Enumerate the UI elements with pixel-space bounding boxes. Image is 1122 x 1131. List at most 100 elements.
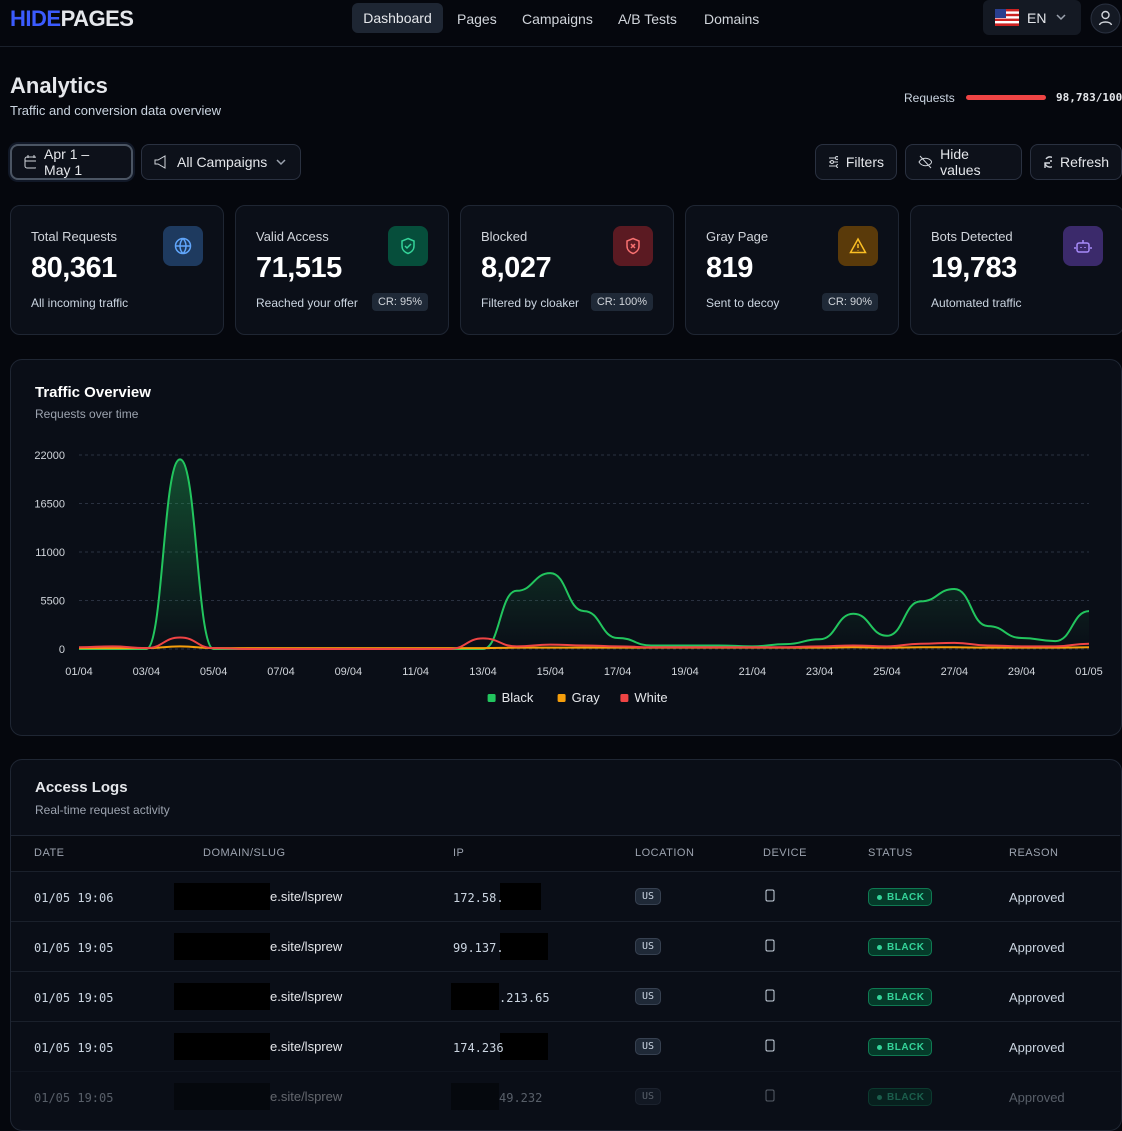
stat-card: Blocked 8,027 Filtered by cloaker CR: 100% (460, 205, 674, 335)
legend-label: White (634, 690, 667, 705)
column-header: LOCATION (635, 847, 695, 859)
stat-icon (163, 226, 203, 266)
icon (765, 939, 775, 952)
x-tick-label: 13/04 (469, 666, 497, 678)
stat-value: 819 (706, 252, 753, 284)
status-dot (877, 894, 882, 900)
x-tick-label: 01/04 (65, 666, 93, 678)
language: EN (1027, 10, 1047, 26)
stat-badge: CR: 100% (590, 293, 653, 311)
x-tick-label: 01/05 (1075, 666, 1103, 678)
x-tick-label: 23/04 (806, 666, 834, 678)
chart-subtitle: Requests over time (35, 407, 139, 421)
column-header: DOMAIN/SLUG (203, 847, 286, 859)
label: Filters (845, 154, 884, 170)
label: Hide values (940, 146, 981, 178)
status-text: BLACK (887, 1091, 925, 1103)
x-tick-label: 27/04 (941, 666, 969, 678)
status-text: BLACK (887, 941, 925, 953)
redaction (174, 983, 270, 1010)
icon (626, 237, 640, 255)
column-header: REASON (1009, 847, 1059, 859)
stat-note: Reached your offer (256, 296, 358, 310)
stat-badge: CR: 90% (821, 293, 878, 311)
stat-badge: CR: 95% (371, 293, 428, 311)
status-badge: BLACK (868, 888, 932, 906)
y-tick-label: 11000 (35, 547, 65, 559)
x-tick-label: 05/04 (200, 666, 228, 678)
x-tick-label: 07/04 (267, 666, 295, 678)
stat-note: Sent to decoy (706, 296, 780, 310)
x-tick-label: 03/04 (133, 666, 161, 678)
nav-item[interactable]: Domains (704, 11, 760, 27)
log-slug: e.site/lsprew (270, 1089, 343, 1104)
stat-value: 71,515 (256, 252, 342, 284)
status-badge: BLACK (868, 988, 932, 1006)
avatar[interactable] (1090, 3, 1121, 34)
stat-label: Valid Access (256, 229, 329, 244)
refresh-button[interactable]: Refresh (1030, 144, 1122, 180)
icon (24, 155, 37, 169)
location-badge: US (635, 888, 662, 905)
log-date: 01/05 19:06 (34, 891, 114, 905)
x-tick-label: 19/04 (671, 666, 699, 678)
legend-label: Black (502, 690, 534, 705)
icon (765, 889, 775, 902)
logo[interactable]: HIDEPAGES (10, 6, 134, 32)
logs-title: Access Logs (35, 779, 128, 796)
usage-label: Requests (904, 91, 955, 105)
chevron (1056, 14, 1066, 21)
nav-item[interactable]: Dashboard (352, 3, 443, 33)
icon (849, 237, 867, 254)
redaction (451, 1083, 499, 1110)
device-icon (765, 989, 775, 1007)
stat-value: 8,027 (481, 252, 552, 284)
x-tick-label: 15/04 (537, 666, 565, 678)
log-ip: 49.232 (499, 1091, 543, 1105)
usage-value: 98,783/100 (1056, 91, 1122, 104)
label: Refresh (1059, 154, 1109, 170)
navbar: HIDEPAGES Dashboard Pages Campaigns A/B … (0, 0, 1122, 47)
nav-item[interactable]: Pages (457, 11, 497, 27)
log-reason: Approved (1009, 890, 1065, 905)
x-tick-label: 29/04 (1008, 666, 1036, 678)
log-ip: 174.236 (453, 1041, 504, 1055)
label: All Campaigns (177, 154, 268, 170)
nav-item[interactable]: Campaigns (522, 11, 593, 27)
label: Apr 1 – May 1 (44, 146, 90, 178)
stat-card: Bots Detected 19,783 Automated traffic (910, 205, 1122, 335)
chart-panel: Traffic Overview Requests over time 0 550… (10, 359, 1122, 736)
stat-icon (838, 226, 878, 266)
status-badge: BLACK (868, 1088, 932, 1106)
stat-card: Valid Access 71,515 Reached your offer CR: … (235, 205, 449, 335)
filters-button[interactable]: Filters (815, 144, 897, 180)
date-range[interactable]: Apr 1 – May 1 (10, 144, 133, 180)
stat-icon (1063, 226, 1103, 266)
status-dot (877, 944, 882, 950)
y-tick-label: 22000 (34, 450, 65, 462)
stat-label: Bots Detected (931, 229, 1013, 244)
icon (765, 989, 775, 1002)
log-reason: Approved (1009, 1040, 1065, 1055)
nav-item[interactable]: A/B Tests (618, 11, 677, 27)
x-tick-label: 09/04 (335, 666, 363, 678)
status-dot (877, 994, 882, 1000)
redaction (500, 1033, 548, 1060)
series-line (78, 636, 1090, 650)
stat-note: All incoming traffic (31, 296, 129, 310)
stat-card: Total Requests 80,361 All incoming traffic (10, 205, 224, 335)
log-row: 01/05 19:05 e.site/lsprew 49.232 US BLACK App… (11, 1071, 1120, 1122)
legend-swatch (487, 694, 496, 702)
x-tick-label: 11/04 (402, 666, 429, 678)
icon (401, 237, 415, 255)
column-header: DATE (34, 847, 65, 859)
stat-label: Gray Page (706, 229, 769, 244)
language-select[interactable]: EN (983, 0, 1081, 35)
column-header: STATUS (868, 847, 913, 859)
hide-values-button[interactable]: Hide values (905, 144, 1022, 180)
log-date: 01/05 19:05 (34, 1041, 114, 1055)
campaign-select[interactable]: All Campaigns (141, 144, 301, 180)
log-date: 01/05 19:05 (34, 991, 114, 1005)
device-icon (765, 1039, 775, 1057)
y-tick-label: 16500 (34, 499, 65, 511)
